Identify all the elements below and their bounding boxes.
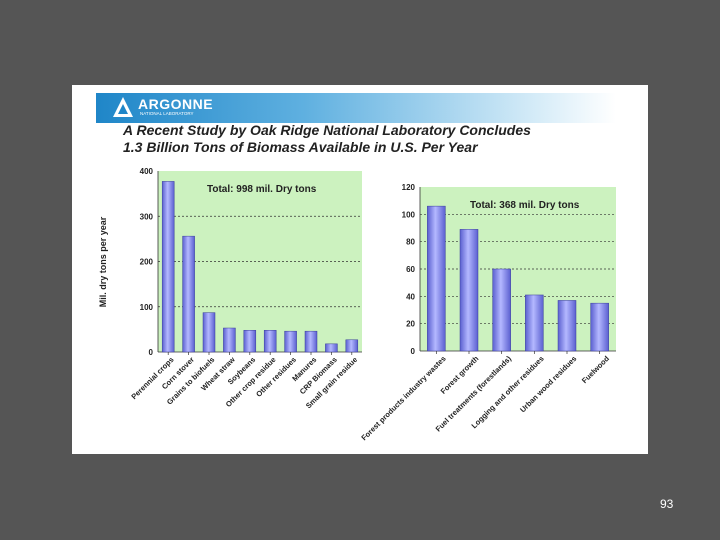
bar <box>202 312 216 353</box>
y-tick-label: 40 <box>406 292 415 301</box>
y-tick-label: 0 <box>149 348 154 357</box>
bar <box>284 330 297 353</box>
bar <box>243 330 257 353</box>
bar <box>590 302 609 352</box>
bar <box>325 343 338 353</box>
bar <box>304 330 318 353</box>
bar <box>182 235 195 353</box>
y-tick-label: 300 <box>140 212 154 221</box>
chart-title: Total: 998 mil. Dry tons <box>207 184 317 195</box>
y-tick-label: 100 <box>140 303 154 312</box>
header-bar <box>96 93 616 123</box>
title-line-1: A Recent Study by Oak Ridge National Lab… <box>123 122 531 138</box>
argonne-triangle-icon <box>113 97 133 117</box>
logo-name: ARGONNE <box>138 96 214 112</box>
bar <box>427 205 446 352</box>
y-tick-label: 20 <box>406 320 415 329</box>
x-category-label: Urban wood residues <box>518 354 578 414</box>
bar <box>492 268 511 352</box>
slide-title: A Recent Study by Oak Ridge National Lab… <box>123 122 643 156</box>
page-number: 93 <box>660 497 674 511</box>
y-tick-label: 60 <box>406 265 415 274</box>
bar <box>459 229 479 352</box>
bar <box>557 300 577 352</box>
y-tick-label: 80 <box>406 238 415 247</box>
y-axis-label: Mil. dry tons per year <box>98 216 108 307</box>
y-tick-label: 200 <box>140 258 154 267</box>
title-line-2: 1.3 Billion Tons of Biomass Available in… <box>123 139 478 155</box>
bar <box>345 339 359 353</box>
y-tick-label: 120 <box>402 183 416 192</box>
y-tick-label: 400 <box>140 167 154 176</box>
logo-subtitle: NATIONAL LABORATORY <box>140 111 194 116</box>
y-tick-label: 0 <box>411 347 416 356</box>
chart-title: Total: 368 mil. Dry tons <box>470 200 580 211</box>
bar <box>263 330 277 353</box>
bar <box>525 294 544 352</box>
y-tick-label: 100 <box>402 210 416 219</box>
x-category-label: Fuelwood <box>580 354 611 385</box>
argonne-logo: ARGONNE NATIONAL LABORATORY <box>112 96 213 120</box>
bar <box>161 181 175 353</box>
bar <box>223 327 236 353</box>
